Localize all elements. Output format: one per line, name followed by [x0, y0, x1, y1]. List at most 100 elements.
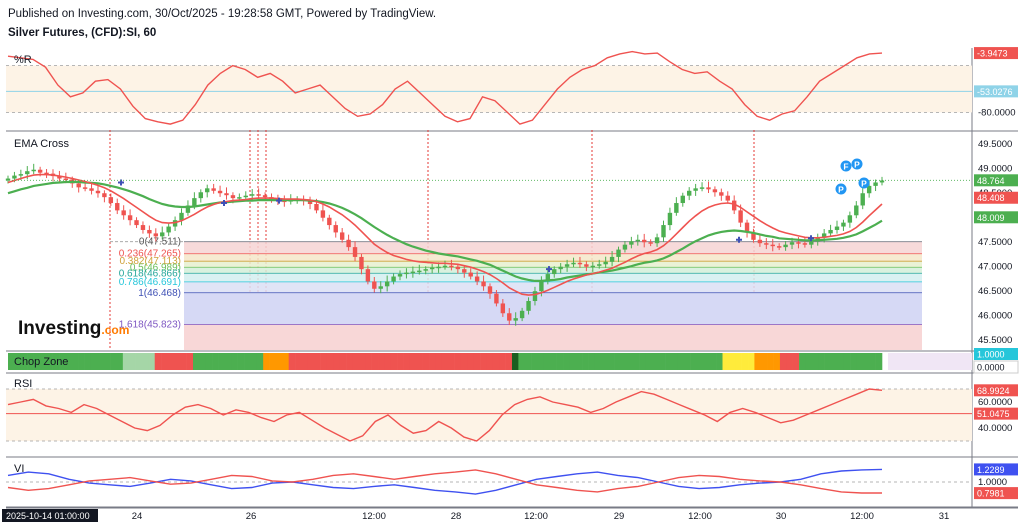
candle: [532, 291, 538, 302]
chop-bar: [269, 353, 277, 370]
candle: [789, 242, 795, 245]
chop-empty-area: [888, 353, 972, 370]
chop-bar: [301, 353, 309, 370]
chop-bar: [486, 353, 494, 370]
candle: [384, 281, 390, 287]
fib-zone-blue: [184, 292, 922, 325]
chop-bar: [27, 353, 34, 370]
candle: [205, 188, 210, 193]
candle: [680, 195, 685, 204]
candle: [879, 180, 885, 183]
fib-zone-red: [184, 324, 922, 350]
published-caption: Published on Investing.com, 30/Oct/2025 …: [8, 8, 437, 20]
candle: [513, 318, 518, 321]
candle: [243, 195, 248, 198]
ema-axis-label: 46.0000: [978, 311, 1012, 322]
candle: [847, 215, 853, 223]
chop-bar: [607, 353, 615, 370]
candle: [115, 203, 120, 211]
candle: [423, 269, 428, 271]
candle: [346, 239, 351, 248]
symbol-title: Silver Futures, (CFD):SI, 60: [8, 27, 157, 39]
chop-bar: [148, 353, 156, 370]
williams-panel-label: %R: [14, 54, 32, 66]
candle: [802, 243, 808, 245]
candle: [429, 267, 435, 270]
candle: [494, 293, 499, 304]
chop-bar: [358, 353, 366, 370]
ema-axis-label: 45.5000: [978, 335, 1012, 346]
chop-bar: [460, 353, 468, 370]
candle: [372, 281, 377, 289]
chop-bar: [531, 353, 538, 370]
candle: [442, 265, 448, 268]
chop-bar: [671, 353, 679, 370]
chop-bar: [550, 353, 557, 370]
chop-bar: [314, 353, 321, 370]
candle: [552, 269, 557, 275]
candle: [198, 192, 203, 199]
rsi-line: [7, 388, 883, 442]
chop-bar: [850, 353, 857, 370]
chop-bar: [71, 353, 79, 370]
signal-marker-label: P: [861, 179, 867, 189]
candle: [262, 195, 268, 198]
candle: [76, 183, 81, 188]
chop-bar: [728, 353, 736, 370]
chop-bar: [288, 353, 296, 370]
candle: [474, 276, 480, 282]
candle: [841, 222, 846, 227]
candle: [590, 265, 596, 268]
chop-bar: [786, 353, 793, 370]
rsi-value-tag-box: [974, 407, 1018, 420]
candle: [320, 210, 326, 218]
chop-bar: [14, 353, 22, 370]
candle: [160, 232, 165, 237]
chop-bar: [856, 353, 864, 370]
candle: [44, 172, 49, 175]
chop-bar: [696, 353, 704, 370]
time-axis-label: 12:00: [850, 511, 874, 522]
candle: [725, 195, 730, 201]
chop-bar: [563, 353, 570, 370]
chop-bar: [639, 353, 647, 370]
time-axis-label: 12:00: [688, 511, 712, 522]
williams-value-tag: -3.9473: [977, 49, 1008, 59]
rsi-panel-label: RSI: [14, 378, 33, 390]
chop-bar: [275, 353, 283, 370]
chop-bar: [658, 353, 666, 370]
candle: [796, 242, 801, 244]
candle: [654, 237, 660, 244]
candle: [866, 185, 872, 194]
ema-slow-line: [7, 180, 883, 282]
candle: [500, 303, 506, 314]
candle: [635, 239, 640, 242]
chop-bar: [33, 353, 41, 370]
chop-bar: [154, 353, 162, 370]
candle: [809, 241, 814, 245]
candle: [828, 229, 833, 234]
chop-bar: [843, 353, 851, 370]
candle: [455, 266, 461, 270]
candle: [616, 249, 621, 257]
rsi-axis-label: 60.0000: [978, 397, 1012, 408]
chop-bar: [690, 353, 698, 370]
chop-bar: [384, 353, 392, 370]
candle: [82, 187, 88, 189]
chop-bar: [397, 353, 404, 370]
chop-bar: [556, 353, 564, 370]
chop-bar: [263, 353, 270, 370]
signal-marker-label: F: [843, 162, 848, 172]
chop-bar: [97, 353, 104, 370]
fib-label: 0(47.511): [139, 237, 181, 248]
chop-bar: [869, 353, 876, 370]
vi-plus-line: [7, 468, 883, 495]
chop-bar: [767, 353, 774, 370]
candle: [622, 244, 628, 250]
candle: [410, 271, 416, 274]
candle: [95, 190, 101, 194]
chop-bar: [8, 353, 15, 370]
ema-value-tag: 48.764: [977, 176, 1005, 186]
candle: [783, 244, 788, 248]
candle: [821, 233, 827, 238]
